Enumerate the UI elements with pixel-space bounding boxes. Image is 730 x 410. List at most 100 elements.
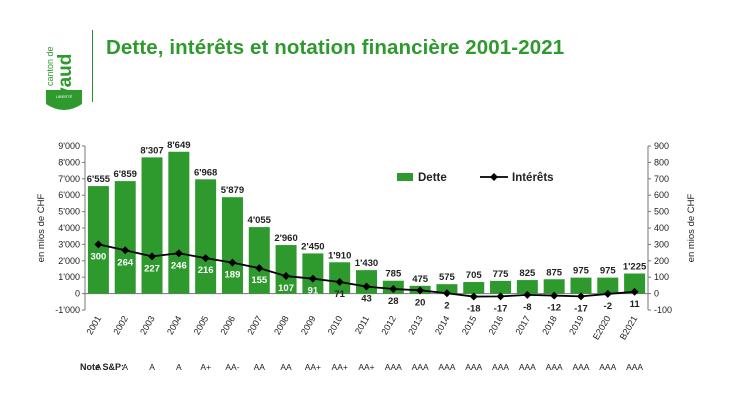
bar-value-label: 975 <box>600 266 617 277</box>
legend-interets-label: Intérêts <box>512 172 554 184</box>
bar-value-label: 775 <box>493 269 510 280</box>
bar-dette <box>302 253 324 294</box>
point-interets <box>523 290 532 299</box>
bar-dette <box>570 277 592 294</box>
right-axis-tick-label: 800 <box>654 157 669 167</box>
bar-dette <box>516 280 538 294</box>
bar-dette <box>624 273 646 294</box>
point-interets <box>94 240 103 249</box>
x-axis-tick-label: 2002 <box>111 314 130 336</box>
left-axis-tick-label: 3'000 <box>58 239 80 249</box>
right-axis-tick-label: 300 <box>654 239 669 249</box>
rating-value: A <box>96 362 102 372</box>
left-axis-title: en mios de CHF <box>36 193 47 262</box>
right-axis-title: en mios de CHF <box>686 193 697 262</box>
legend-interets-marker <box>490 173 498 181</box>
svg-text:LIBERTÉ: LIBERTÉ <box>56 94 73 99</box>
bar-value-label: 785 <box>385 269 402 280</box>
bar-value-label: 8'649 <box>167 140 190 151</box>
point-interets <box>603 289 612 298</box>
x-axis-tick-label: 2009 <box>299 314 318 336</box>
x-axis-tick-label: 2015 <box>460 314 479 336</box>
bar-value-label: 5'879 <box>221 185 244 196</box>
point-interets <box>442 289 451 298</box>
left-axis-tick-label: 1'000 <box>58 272 80 282</box>
point-interets <box>416 286 425 295</box>
x-axis-tick-label: 2016 <box>487 314 506 336</box>
bar-dette <box>329 262 351 294</box>
rating-value: AA- <box>225 362 239 372</box>
bar-value-label: 975 <box>573 266 590 277</box>
bar-value-label: 6'555 <box>87 174 111 185</box>
bar-dette <box>436 284 458 294</box>
left-axis-tick-label: 5'000 <box>58 207 80 217</box>
bar-dette <box>275 245 297 294</box>
right-axis-tick-label: 100 <box>654 272 669 282</box>
rating-value: A <box>176 362 182 372</box>
interest-value-label: 264 <box>117 257 134 268</box>
bar-value-label: 1'430 <box>355 258 378 269</box>
point-interets <box>362 282 371 291</box>
bar-dette <box>543 279 565 294</box>
left-axis-tick-label: 0 <box>75 289 80 299</box>
point-interets <box>282 272 291 281</box>
left-axis-tick-label: 6'000 <box>58 190 80 200</box>
rating-value: AAA <box>492 362 509 372</box>
bar-dette <box>141 157 163 294</box>
point-interets <box>228 258 237 267</box>
x-axis-tick-label: 2006 <box>219 314 238 336</box>
bar-dette <box>490 280 512 294</box>
x-axis-tick-label: 2018 <box>540 314 559 336</box>
bar-dette <box>221 197 243 294</box>
x-axis-tick-label: B2021 <box>618 314 640 342</box>
x-axis-tick-label: 2019 <box>567 314 586 336</box>
right-axis-tick-label: 600 <box>654 190 669 200</box>
interest-value-label: 2 <box>444 300 449 311</box>
x-axis-tick-label: E2020 <box>591 314 613 342</box>
interest-value-label: 71 <box>334 289 345 300</box>
rating-value: AAA <box>546 362 563 372</box>
rating-value: AAA <box>412 362 429 372</box>
rating-value: AAA <box>465 362 482 372</box>
chart-title: Dette, intérêts et notation financière 2… <box>106 36 565 59</box>
point-interets <box>121 246 130 255</box>
bar-dette <box>195 179 217 294</box>
bar-value-label: 8'307 <box>140 145 163 156</box>
bar-dette <box>248 227 270 294</box>
x-axis-tick-label: 2012 <box>379 314 398 336</box>
x-axis-tick-label: 2017 <box>513 314 532 336</box>
interest-value-label: -2 <box>604 301 612 312</box>
bar-value-label: 1'910 <box>328 250 351 261</box>
point-interets <box>469 292 478 301</box>
x-axis-tick-label: 2001 <box>84 314 103 336</box>
point-interets <box>148 252 157 261</box>
right-axis-tick-label: 900 <box>654 141 669 151</box>
bar-value-label: 1'225 <box>623 262 647 273</box>
interest-value-label: 300 <box>90 251 106 262</box>
interest-value-label: 28 <box>388 296 399 307</box>
point-interets <box>389 285 398 294</box>
point-interets <box>496 292 505 301</box>
x-axis-tick-label: 2007 <box>245 314 264 336</box>
bar-dette <box>114 181 136 294</box>
rating-value: AAA <box>519 362 536 372</box>
bar-dette <box>597 277 619 294</box>
x-axis-tick-label: 2005 <box>192 314 211 336</box>
interest-value-label: 216 <box>198 265 214 276</box>
left-axis-tick-label: 4'000 <box>58 223 80 233</box>
interest-value-label: 246 <box>171 260 187 271</box>
interest-value-label: -17 <box>574 303 588 314</box>
bar-value-label: 475 <box>412 274 429 285</box>
point-interets <box>174 249 183 258</box>
left-axis-tick-label: 9'000 <box>58 141 80 151</box>
rating-value: AAA <box>572 362 589 372</box>
x-axis-tick-label: 2003 <box>138 314 157 336</box>
left-axis-tick-label: -1'000 <box>55 305 80 315</box>
canton-vaud-logo: canton de vaud LIBERTÉ <box>45 46 82 110</box>
bar-value-label: 4'055 <box>248 215 272 226</box>
x-axis-tick-label: 2011 <box>353 314 371 336</box>
left-axis-tick-label: 7'000 <box>58 174 80 184</box>
interest-value-label: -17 <box>494 303 508 314</box>
header-divider <box>92 30 93 102</box>
